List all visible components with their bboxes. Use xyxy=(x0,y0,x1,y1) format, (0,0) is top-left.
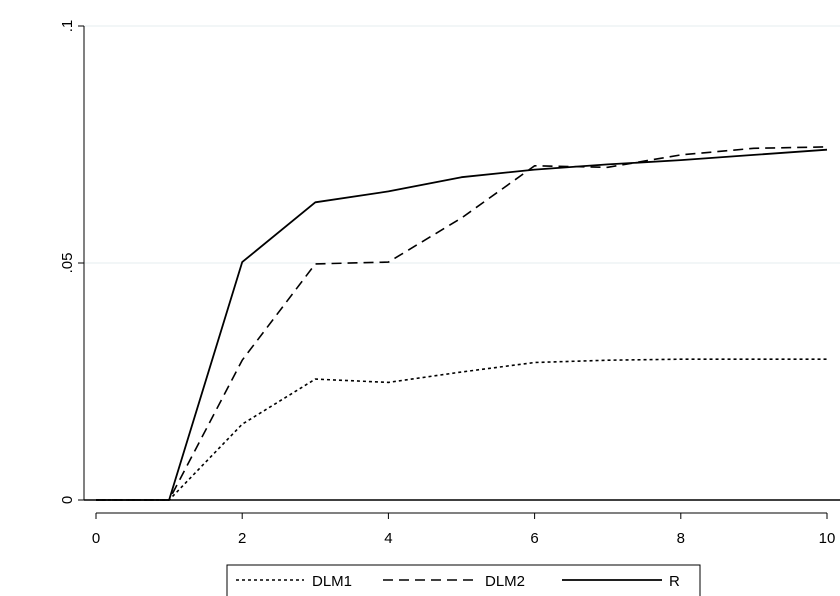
x-tick-label-1: 2 xyxy=(238,530,246,547)
series-line-dlm1 xyxy=(96,358,827,501)
x-tick-label-0: 0 xyxy=(92,530,100,547)
x-tick-label-4: 8 xyxy=(677,530,685,547)
series-line-dlm2 xyxy=(96,146,828,501)
legend: DLM1 DLM2 R xyxy=(226,564,701,596)
tick-labels: 0 .05 .1 0 2 4 6 8 10 xyxy=(59,20,835,547)
legend-label-dlm2: DLM2 xyxy=(485,573,525,590)
grid-lines xyxy=(84,25,840,264)
series-line-r xyxy=(96,148,828,501)
x-tick-label-5: 10 xyxy=(819,530,836,547)
series-lines xyxy=(84,146,840,501)
y-tick-label-1: .05 xyxy=(59,253,76,274)
legend-label-r: R xyxy=(669,573,680,590)
y-tick-label-2: .1 xyxy=(59,20,76,33)
axes xyxy=(78,25,828,519)
x-tick-label-2: 4 xyxy=(384,530,392,547)
x-tick-label-3: 6 xyxy=(530,530,538,547)
legend-label-dlm1: DLM1 xyxy=(312,573,352,590)
y-tick-label-0: 0 xyxy=(59,496,76,504)
